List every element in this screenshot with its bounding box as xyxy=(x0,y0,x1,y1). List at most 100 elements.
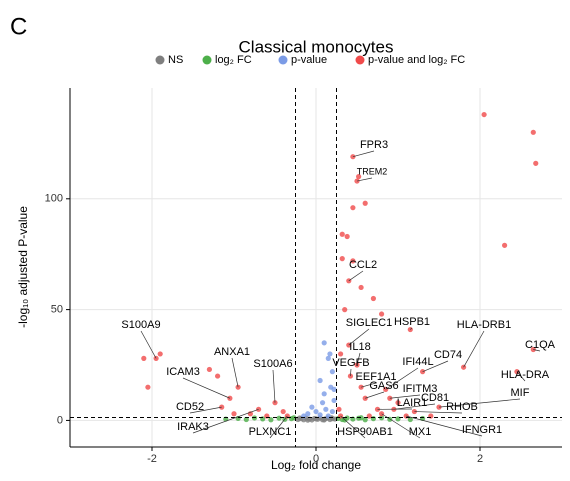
annotation: MX1 xyxy=(409,426,432,438)
legend-swatch xyxy=(202,55,212,65)
annotation-leader xyxy=(348,270,364,282)
point xyxy=(370,295,376,302)
point xyxy=(362,200,368,206)
point xyxy=(336,406,342,412)
panel-label: C xyxy=(10,13,27,40)
annotation-leader xyxy=(361,382,377,388)
annotation-leader xyxy=(365,391,385,399)
annotation: SIGLEC1 xyxy=(346,317,392,329)
point xyxy=(358,415,364,421)
point xyxy=(268,417,274,423)
annotation-leader xyxy=(533,349,541,352)
annotation-leader xyxy=(340,415,366,439)
annotation-leader xyxy=(393,403,436,410)
point xyxy=(317,377,323,384)
point xyxy=(206,366,212,373)
annotation-leader xyxy=(381,413,421,439)
point xyxy=(329,408,335,415)
point xyxy=(339,231,345,237)
annotation: IRAK3 xyxy=(177,421,209,433)
x-tick-label: 0 xyxy=(313,453,319,465)
annotation-leader xyxy=(182,377,231,399)
point xyxy=(321,391,327,397)
point xyxy=(344,233,350,240)
annotation-leader xyxy=(231,357,239,388)
annotation: S100A6 xyxy=(253,358,292,370)
annotation-leader xyxy=(192,408,259,434)
x-axis-label: Log₂ fold change xyxy=(271,458,361,472)
annotation: GAS6 xyxy=(369,380,398,392)
annotation-leader xyxy=(410,327,413,330)
chart-title: Classical monocytes xyxy=(239,37,394,56)
point xyxy=(533,160,539,166)
point xyxy=(321,417,327,423)
annotation-leader xyxy=(348,328,370,346)
annotation: IFITM3 xyxy=(403,383,438,395)
point xyxy=(280,408,286,415)
annotation-leader xyxy=(438,398,521,408)
annotation: CD74 xyxy=(434,349,462,361)
point xyxy=(231,411,237,417)
point xyxy=(329,369,335,375)
annotation: EEF1A1 xyxy=(356,371,397,383)
annotation: CCL2 xyxy=(349,259,377,271)
legend-label: NS xyxy=(168,54,183,66)
x-tick-label: 2 xyxy=(477,453,483,465)
point xyxy=(395,400,401,406)
point xyxy=(325,355,331,361)
legend-swatch xyxy=(155,55,165,65)
annotation-leader xyxy=(406,415,483,437)
y-tick-label: 100 xyxy=(45,193,63,205)
annotation-leader xyxy=(385,367,419,390)
annotation-leader xyxy=(140,330,157,359)
annotation: ANXA1 xyxy=(214,346,250,358)
point xyxy=(331,386,337,392)
x-tick-label: -2 xyxy=(147,453,157,465)
annotation: HLA-DRA xyxy=(501,369,550,381)
point xyxy=(297,415,303,421)
annotation-leader xyxy=(389,394,421,399)
point xyxy=(276,415,282,421)
point xyxy=(327,351,333,357)
point xyxy=(407,416,413,423)
point xyxy=(243,416,249,423)
point xyxy=(305,417,311,423)
annotation-leader xyxy=(463,330,485,368)
annotation-leader xyxy=(414,411,463,414)
point xyxy=(356,174,362,180)
annotation: HSPB1 xyxy=(394,316,430,328)
annotation-leader xyxy=(356,352,361,366)
point xyxy=(317,412,323,418)
point xyxy=(323,406,329,412)
annotation-leader xyxy=(422,360,449,372)
point xyxy=(319,400,326,406)
annotation: LAIR1 xyxy=(397,397,428,409)
point xyxy=(309,404,315,410)
point xyxy=(338,351,344,357)
annotation: TREM2 xyxy=(357,166,388,176)
legend-label: log₂ FC xyxy=(215,54,252,66)
annotation-leader xyxy=(189,406,222,414)
point xyxy=(305,411,311,417)
annotation: HSP90AB1 xyxy=(337,426,393,438)
y-axis-label: -log₁₀ adjusted P-value xyxy=(16,206,30,328)
point xyxy=(321,340,327,346)
annotation: IL18 xyxy=(349,341,370,353)
annotation: FPR3 xyxy=(360,139,388,151)
annotation: IFI44L xyxy=(402,356,433,368)
annotation: IFNGR1 xyxy=(462,424,502,436)
point xyxy=(145,384,151,390)
annotation: MIF xyxy=(511,387,530,399)
annotation: CD52 xyxy=(176,401,204,413)
legend-label: p-value xyxy=(291,54,327,66)
annotation: CD81 xyxy=(421,392,449,404)
point xyxy=(339,256,345,262)
annotation-leader xyxy=(269,415,288,439)
annotation-leader xyxy=(356,177,373,182)
point xyxy=(502,242,508,248)
point xyxy=(366,413,372,419)
annotation: HLA-DRB1 xyxy=(457,319,511,331)
annotation: PLXNC1 xyxy=(249,426,292,438)
point xyxy=(362,417,368,423)
